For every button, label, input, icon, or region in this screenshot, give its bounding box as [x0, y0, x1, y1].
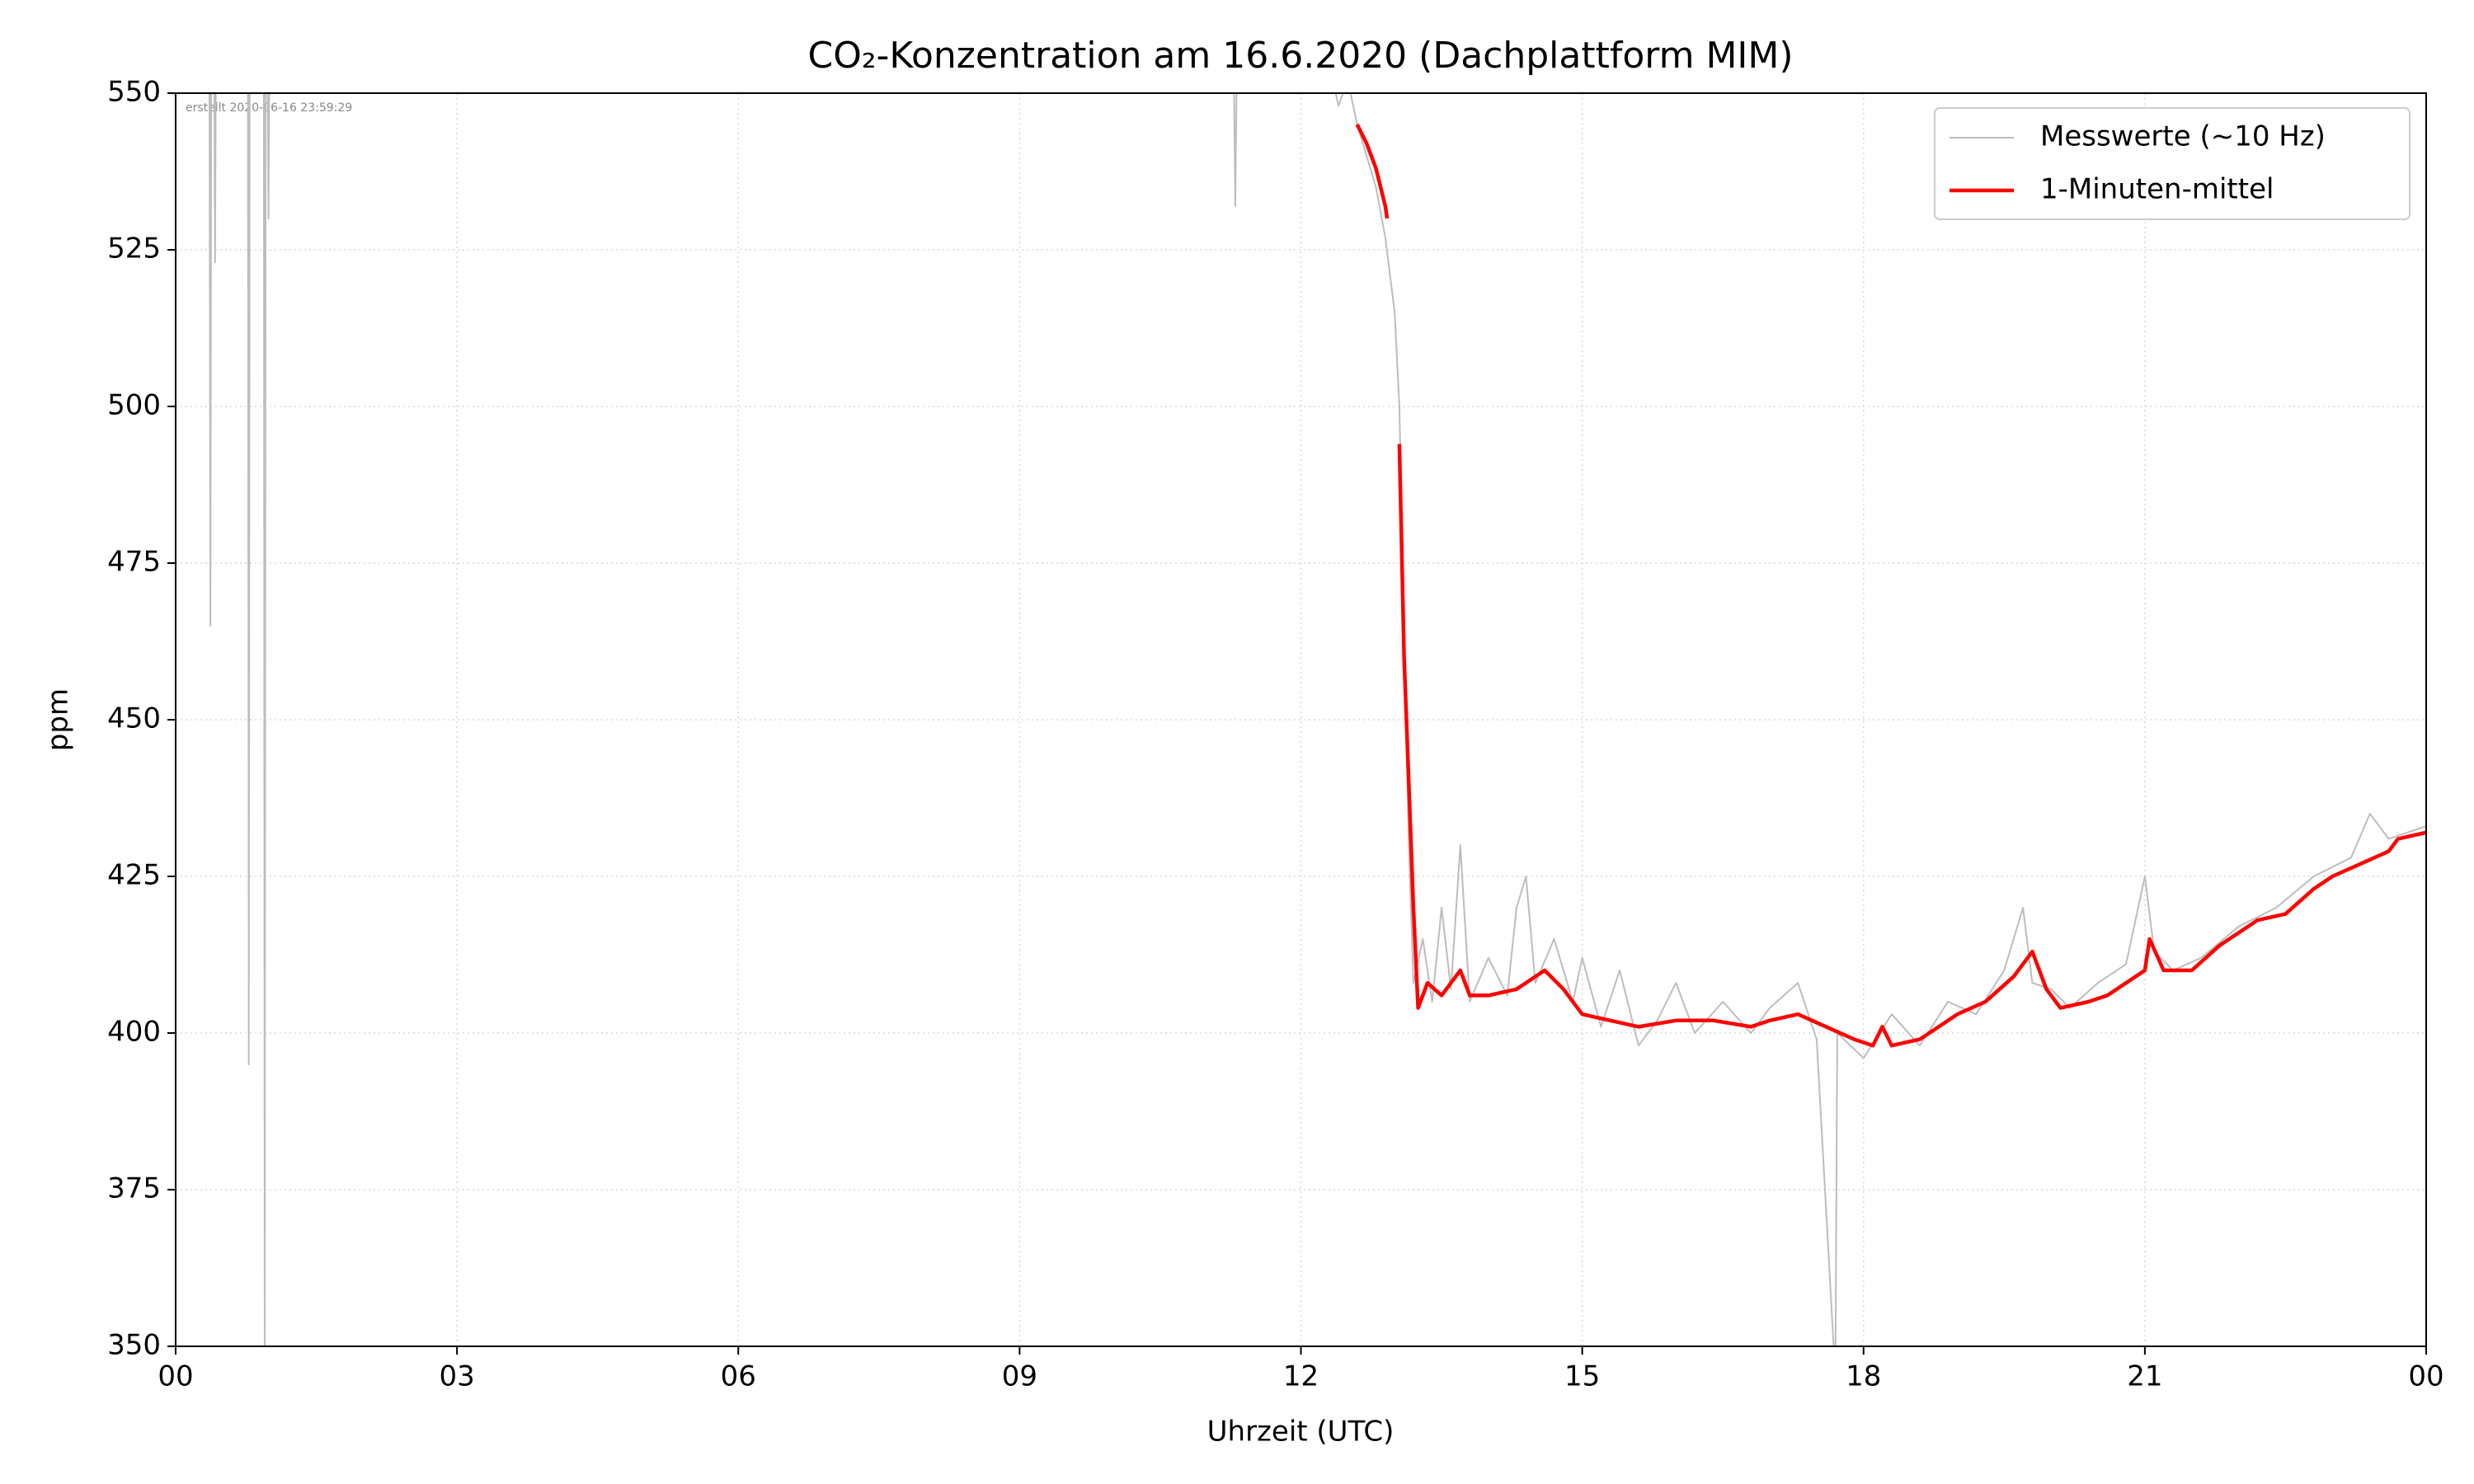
line-series — [1355, 123, 2426, 1048]
y-tick-label: 500 — [107, 389, 161, 422]
legend-label: 1-Minuten-mittel — [2040, 173, 2274, 206]
x-tick-label: 12 — [1283, 1360, 1319, 1393]
x-tick-label: 00 — [158, 1360, 193, 1393]
y-tick-label: 400 — [107, 1016, 161, 1049]
y-tick-label: 550 — [107, 76, 161, 109]
y-tick-label: 350 — [107, 1329, 161, 1362]
y-tick-label: 450 — [107, 702, 161, 735]
legend: Messwerte (~10 Hz) 1-Minuten-mittel — [1934, 107, 2411, 220]
legend-label: Messwerte (~10 Hz) — [2040, 120, 2326, 153]
y-axis-label: ppm — [42, 688, 75, 751]
x-tick-label: 00 — [2408, 1360, 2443, 1393]
legend-box — [1934, 107, 2411, 220]
x-tick-label: 21 — [2127, 1360, 2162, 1393]
chart-title: CO₂-Konzentration am 16.6.2020 (Dachplat… — [807, 35, 1793, 77]
plot-frame — [175, 92, 2427, 1347]
x-tick-label: 09 — [1002, 1360, 1037, 1393]
y-tick-label: 375 — [107, 1172, 161, 1205]
y-tick-label: 525 — [107, 232, 161, 265]
x-tick-label: 15 — [1564, 1360, 1600, 1393]
line-series — [209, 93, 2426, 1346]
x-tick-label: 06 — [721, 1360, 756, 1393]
y-tick-label: 475 — [107, 546, 161, 579]
x-tick-label: 03 — [439, 1360, 474, 1393]
plot-area — [209, 93, 2426, 1346]
y-tick-label: 425 — [107, 859, 161, 892]
x-tick-label: 18 — [1846, 1360, 1881, 1393]
x-axis-label: Uhrzeit (UTC) — [1207, 1416, 1395, 1449]
